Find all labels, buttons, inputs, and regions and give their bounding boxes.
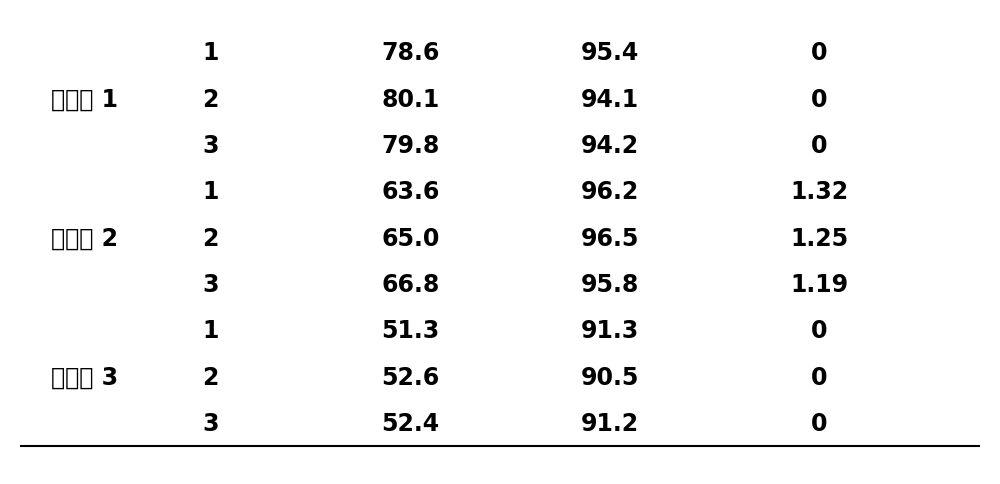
Text: 94.2: 94.2 <box>581 134 639 158</box>
Text: 52.4: 52.4 <box>381 411 439 435</box>
Text: 1: 1 <box>203 318 219 343</box>
Text: 0: 0 <box>811 411 827 435</box>
Text: 0: 0 <box>811 88 827 111</box>
Text: 1.25: 1.25 <box>790 226 848 250</box>
Text: 3: 3 <box>203 272 219 296</box>
Text: 90.5: 90.5 <box>581 365 639 389</box>
Text: 52.6: 52.6 <box>381 365 439 389</box>
Text: 3: 3 <box>203 411 219 435</box>
Text: 对比例 2: 对比例 2 <box>51 226 118 250</box>
Text: 95.8: 95.8 <box>581 272 639 296</box>
Text: 91.3: 91.3 <box>581 318 639 343</box>
Text: 94.1: 94.1 <box>581 88 639 111</box>
Text: 66.8: 66.8 <box>381 272 439 296</box>
Text: 0: 0 <box>811 318 827 343</box>
Text: 95.4: 95.4 <box>581 42 639 65</box>
Text: 0: 0 <box>811 134 827 158</box>
Text: 91.2: 91.2 <box>581 411 639 435</box>
Text: 3: 3 <box>203 134 219 158</box>
Text: 对比例 1: 对比例 1 <box>51 88 118 111</box>
Text: 96.5: 96.5 <box>581 226 639 250</box>
Text: 96.2: 96.2 <box>581 180 639 204</box>
Text: 80.1: 80.1 <box>381 88 439 111</box>
Text: 1.19: 1.19 <box>790 272 848 296</box>
Text: 78.6: 78.6 <box>381 42 439 65</box>
Text: 0: 0 <box>811 42 827 65</box>
Text: 2: 2 <box>203 88 219 111</box>
Text: 1: 1 <box>203 42 219 65</box>
Text: 79.8: 79.8 <box>381 134 439 158</box>
Text: 2: 2 <box>203 226 219 250</box>
Text: 63.6: 63.6 <box>381 180 439 204</box>
Text: 1: 1 <box>203 180 219 204</box>
Text: 2: 2 <box>203 365 219 389</box>
Text: 对比例 3: 对比例 3 <box>51 365 118 389</box>
Text: 65.0: 65.0 <box>381 226 439 250</box>
Text: 0: 0 <box>811 365 827 389</box>
Text: 1.32: 1.32 <box>790 180 848 204</box>
Text: 51.3: 51.3 <box>381 318 439 343</box>
